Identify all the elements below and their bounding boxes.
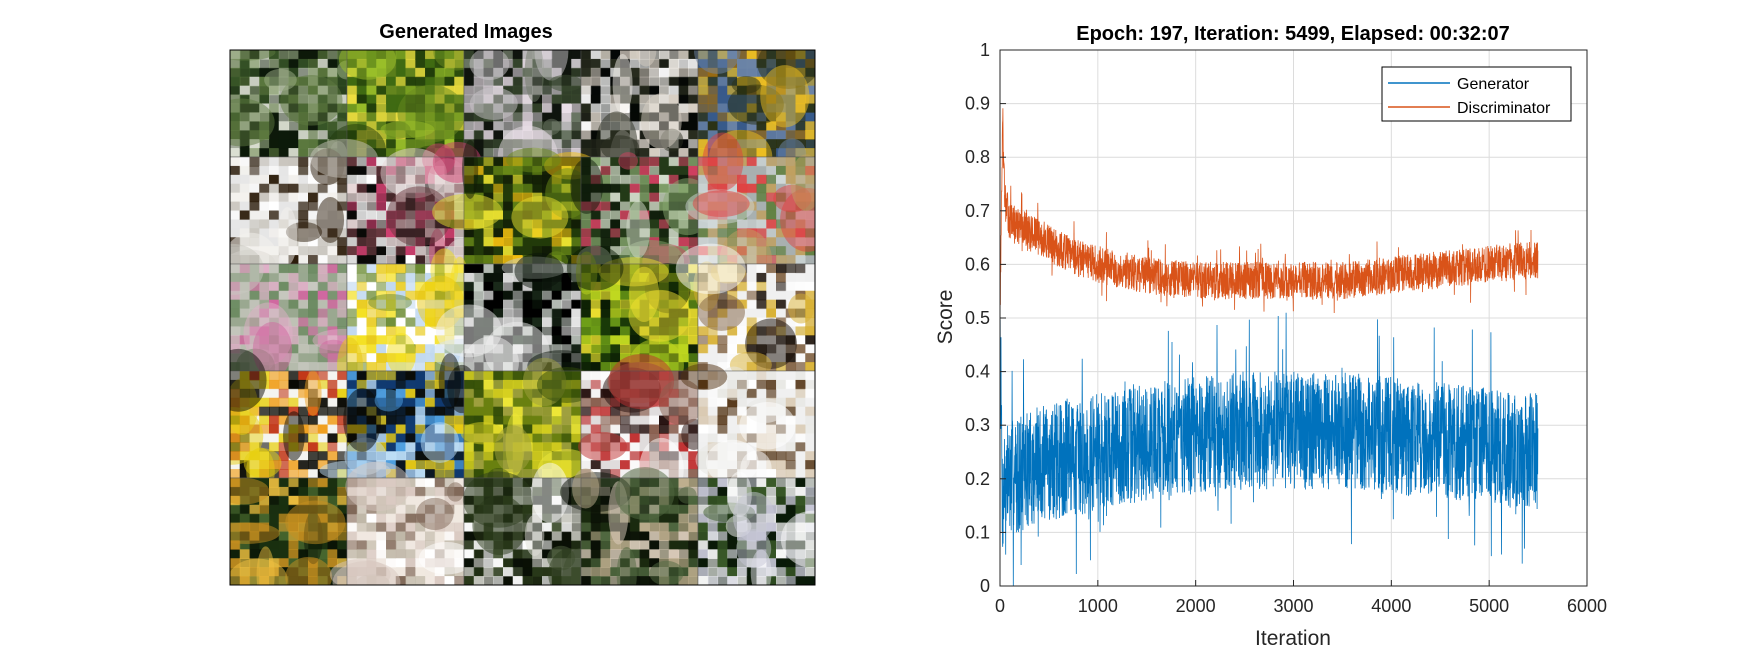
generated-image [230, 477, 348, 585]
x-tick-label: 6000 [1567, 596, 1607, 616]
generated-image [675, 243, 815, 378]
x-tick-label: 3000 [1273, 596, 1313, 616]
generated-image [329, 461, 475, 585]
x-tick-label: 2000 [1176, 596, 1216, 616]
x-tick-label: 1000 [1078, 596, 1118, 616]
x-tick-label: 4000 [1371, 596, 1411, 616]
y-tick-label: 0.1 [965, 522, 990, 542]
generated-image [560, 467, 699, 585]
generated-image [432, 140, 597, 273]
score-chart: 0 1000 2000 3000 4000 5000 6000 0 0.1 0.2 0.3 0.4 0.… [965, 40, 1607, 616]
legend-label-generator: Generator [1457, 76, 1530, 93]
x-axis-label: Iteration [1255, 627, 1331, 650]
x-tick-label: 5000 [1469, 596, 1509, 616]
legend-label-discriminator: Discriminator [1457, 100, 1551, 117]
generated-image [460, 357, 597, 491]
generated-image [435, 252, 596, 390]
legend-box [1381, 66, 1572, 122]
y-tick-label: 0 [980, 576, 990, 596]
chart-title: Epoch: 197, Iteration: 5499, Elapsed: 00… [1076, 23, 1510, 45]
series-line-discriminator [999, 108, 1539, 328]
y-tick-label: 0.9 [965, 94, 990, 114]
y-tick-label: 0.4 [965, 362, 990, 382]
generated-image [697, 471, 815, 585]
y-tick-label: 0.5 [965, 308, 990, 328]
generated-image [230, 348, 348, 495]
series-line-generator [999, 312, 1539, 587]
y-tick-label: 0.6 [965, 254, 990, 274]
y-tick-label: 0.3 [965, 415, 990, 435]
y-axis-label: Score [934, 290, 957, 345]
y-tick-label: 1 [980, 40, 990, 60]
legend: Generator Discriminator [1381, 66, 1572, 122]
generated-image [578, 354, 707, 501]
x-tick-label: 0 [995, 596, 1005, 616]
images-frame [229, 49, 816, 586]
y-tick-label: 0.7 [965, 201, 990, 221]
generated-images-grid [230, 50, 815, 585]
images-title: Generated Images [379, 21, 552, 43]
generated-image [680, 363, 815, 487]
y-tick-label: 0.2 [965, 469, 990, 489]
y-tick-label: 0.8 [965, 147, 990, 167]
